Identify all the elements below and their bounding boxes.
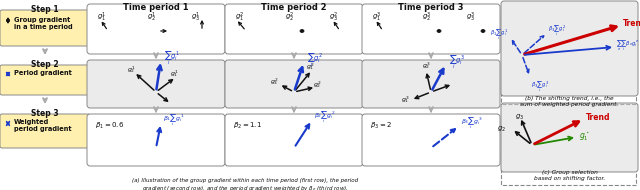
FancyBboxPatch shape: [501, 103, 638, 172]
FancyBboxPatch shape: [225, 114, 363, 166]
Text: $\sum_i g^2_i$: $\sum_i g^2_i$: [307, 51, 323, 69]
Text: $g^3_2$: $g^3_2$: [422, 10, 432, 24]
Text: $\beta_1\sum_i g^1_i$: $\beta_1\sum_i g^1_i$: [163, 112, 184, 128]
Text: $\beta_3\sum_i g^3_i$: $\beta_3\sum_i g^3_i$: [531, 79, 549, 94]
FancyBboxPatch shape: [225, 4, 363, 54]
Text: Step 3: Step 3: [31, 109, 59, 118]
Text: $g^2_2$: $g^2_2$: [313, 80, 321, 90]
Text: $g^1_2$: $g^1_2$: [127, 65, 135, 75]
Text: $g_1^\star$: $g_1^\star$: [579, 129, 590, 143]
Text: $g^3_1$: $g^3_1$: [401, 95, 410, 105]
FancyBboxPatch shape: [0, 114, 90, 148]
Text: $g^2_1$: $g^2_1$: [306, 62, 314, 72]
Text: $g_2$: $g_2$: [497, 124, 506, 134]
FancyBboxPatch shape: [0, 65, 90, 95]
Text: Trend: Trend: [586, 112, 611, 121]
FancyBboxPatch shape: [362, 60, 500, 108]
Text: $\beta_3\sum_i g^2_i$: $\beta_3\sum_i g^2_i$: [548, 24, 566, 39]
Text: $g^1_2$: $g^1_2$: [147, 10, 157, 24]
Text: $g^2_3$: $g^2_3$: [269, 77, 278, 87]
Text: (b) The shifting trend, i.e., the
sum of weighted period gradient.: (b) The shifting trend, i.e., the sum of…: [520, 96, 619, 107]
Text: Trend: Trend: [623, 18, 640, 28]
FancyBboxPatch shape: [225, 60, 363, 108]
Text: $\beta_2\sum_i g^2_i$: $\beta_2\sum_i g^2_i$: [314, 109, 335, 125]
Text: $g^2_1$: $g^2_1$: [236, 10, 244, 24]
FancyBboxPatch shape: [501, 1, 638, 96]
Text: Group gradient
in a time period: Group gradient in a time period: [14, 17, 72, 30]
Text: $\beta_1\sum_i g^1_i$: $\beta_1\sum_i g^1_i$: [490, 28, 508, 43]
Text: $\sum_i g^3_i$: $\sum_i g^3_i$: [449, 53, 465, 71]
Text: Step 2: Step 2: [31, 60, 59, 69]
Text: Time period 3: Time period 3: [398, 3, 464, 12]
Text: $\beta_2=1.1$: $\beta_2=1.1$: [233, 121, 262, 131]
FancyBboxPatch shape: [87, 4, 225, 54]
Text: $\beta_3\sum_i g^3_i$: $\beta_3\sum_i g^3_i$: [461, 115, 483, 131]
Text: $g^1_1$: $g^1_1$: [170, 69, 179, 79]
Text: $g_3$: $g_3$: [515, 113, 525, 122]
Text: $g^2_2$: $g^2_2$: [285, 10, 294, 24]
Text: Step 1: Step 1: [31, 5, 59, 14]
Text: Weighted
period gradient: Weighted period gradient: [14, 119, 72, 132]
Text: Time period 1: Time period 1: [123, 3, 189, 12]
Text: Period gradient: Period gradient: [14, 70, 72, 76]
Text: $g^3_2$: $g^3_2$: [422, 61, 430, 71]
Bar: [501, 2, 636, 185]
Text: $g^1_1$: $g^1_1$: [97, 10, 107, 24]
Text: $g^3_3$: $g^3_3$: [467, 10, 476, 24]
FancyBboxPatch shape: [362, 4, 500, 54]
Text: Time period 2: Time period 2: [261, 3, 327, 12]
Text: $\beta_1=0.6$: $\beta_1=0.6$: [95, 121, 124, 131]
Text: $\sum_e\sum_i\beta_e g^e_i$: $\sum_e\sum_i\beta_e g^e_i$: [616, 39, 639, 53]
Text: $g^3_1$: $g^3_1$: [372, 10, 381, 24]
FancyBboxPatch shape: [362, 114, 500, 166]
FancyBboxPatch shape: [0, 10, 90, 46]
Text: $\beta_3=2$: $\beta_3=2$: [370, 121, 392, 131]
FancyBboxPatch shape: [87, 60, 225, 108]
Text: $g^2_3$: $g^2_3$: [330, 10, 339, 24]
Text: (a) Illustration of the group gradient within each time period (first row), the : (a) Illustration of the group gradient w…: [132, 178, 358, 190]
FancyBboxPatch shape: [87, 114, 225, 166]
Text: (c) Group selection
based on shifting factor.: (c) Group selection based on shifting fa…: [534, 170, 605, 181]
Text: $\sum_i g^1_i$: $\sum_i g^1_i$: [164, 49, 180, 67]
Text: $g^1_3$: $g^1_3$: [191, 10, 201, 24]
